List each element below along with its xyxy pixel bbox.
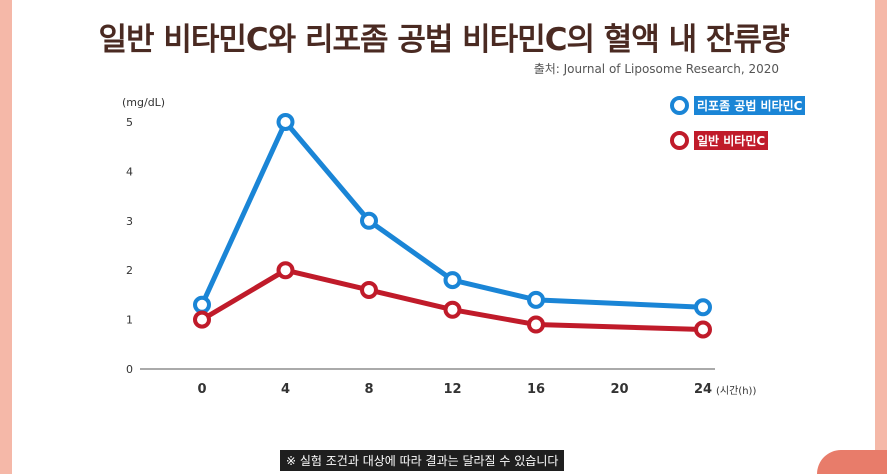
series-line-0 xyxy=(199,119,706,310)
y-tick-label: 5 xyxy=(126,116,133,129)
data-point xyxy=(276,261,295,280)
x-tick-label: 20 xyxy=(610,382,628,397)
y-tick-label: 2 xyxy=(126,264,133,277)
legend-marker-icon xyxy=(670,130,689,150)
data-point xyxy=(694,320,712,339)
legend-label: 일반 비타민C xyxy=(694,130,769,150)
y-tick-label: 1 xyxy=(126,314,133,327)
data-point xyxy=(193,310,211,329)
data-point xyxy=(360,211,378,230)
legend-marker-icon xyxy=(670,95,689,115)
legend-label: 리포좀 공법 비타민C xyxy=(694,95,806,115)
data-point xyxy=(527,290,545,309)
corner-decoration xyxy=(817,450,887,474)
y-axis-label: (mg/dL) xyxy=(122,96,166,109)
chart-title: 일반 비타민C와 리포좀 공법 비타민C의 혈액 내 잔류량 xyxy=(98,22,790,58)
data-point xyxy=(443,300,462,319)
legend-item-liposome: 리포좀 공법 비타민C xyxy=(670,94,806,116)
x-tick-label: 12 xyxy=(443,382,461,397)
data-point xyxy=(360,280,378,299)
x-axis-label: (시간(h)) xyxy=(716,386,757,397)
data-point xyxy=(443,271,462,290)
x-tick-label: 8 xyxy=(364,382,373,397)
x-tick-label: 24 xyxy=(694,382,712,397)
chart-source: 출처: Journal of Liposome Research, 2020 xyxy=(533,62,779,76)
y-tick-label: 0 xyxy=(126,363,133,376)
x-tick-label: 4 xyxy=(281,382,290,397)
data-point xyxy=(276,113,295,131)
series-line-1 xyxy=(199,267,706,332)
y-tick-label: 4 xyxy=(126,165,133,178)
data-point xyxy=(527,315,545,334)
chart-panel xyxy=(12,0,875,474)
y-tick-label: 3 xyxy=(126,215,133,228)
disclaimer-caption: ※ 실험 조건과 대상에 따라 결과는 달라질 수 있습니다 xyxy=(280,450,565,471)
x-tick-label: 0 xyxy=(197,382,206,397)
data-point xyxy=(193,295,211,314)
data-point xyxy=(694,298,712,317)
x-tick-label: 16 xyxy=(527,382,545,397)
legend-item-regular: 일반 비타민C xyxy=(670,129,769,151)
